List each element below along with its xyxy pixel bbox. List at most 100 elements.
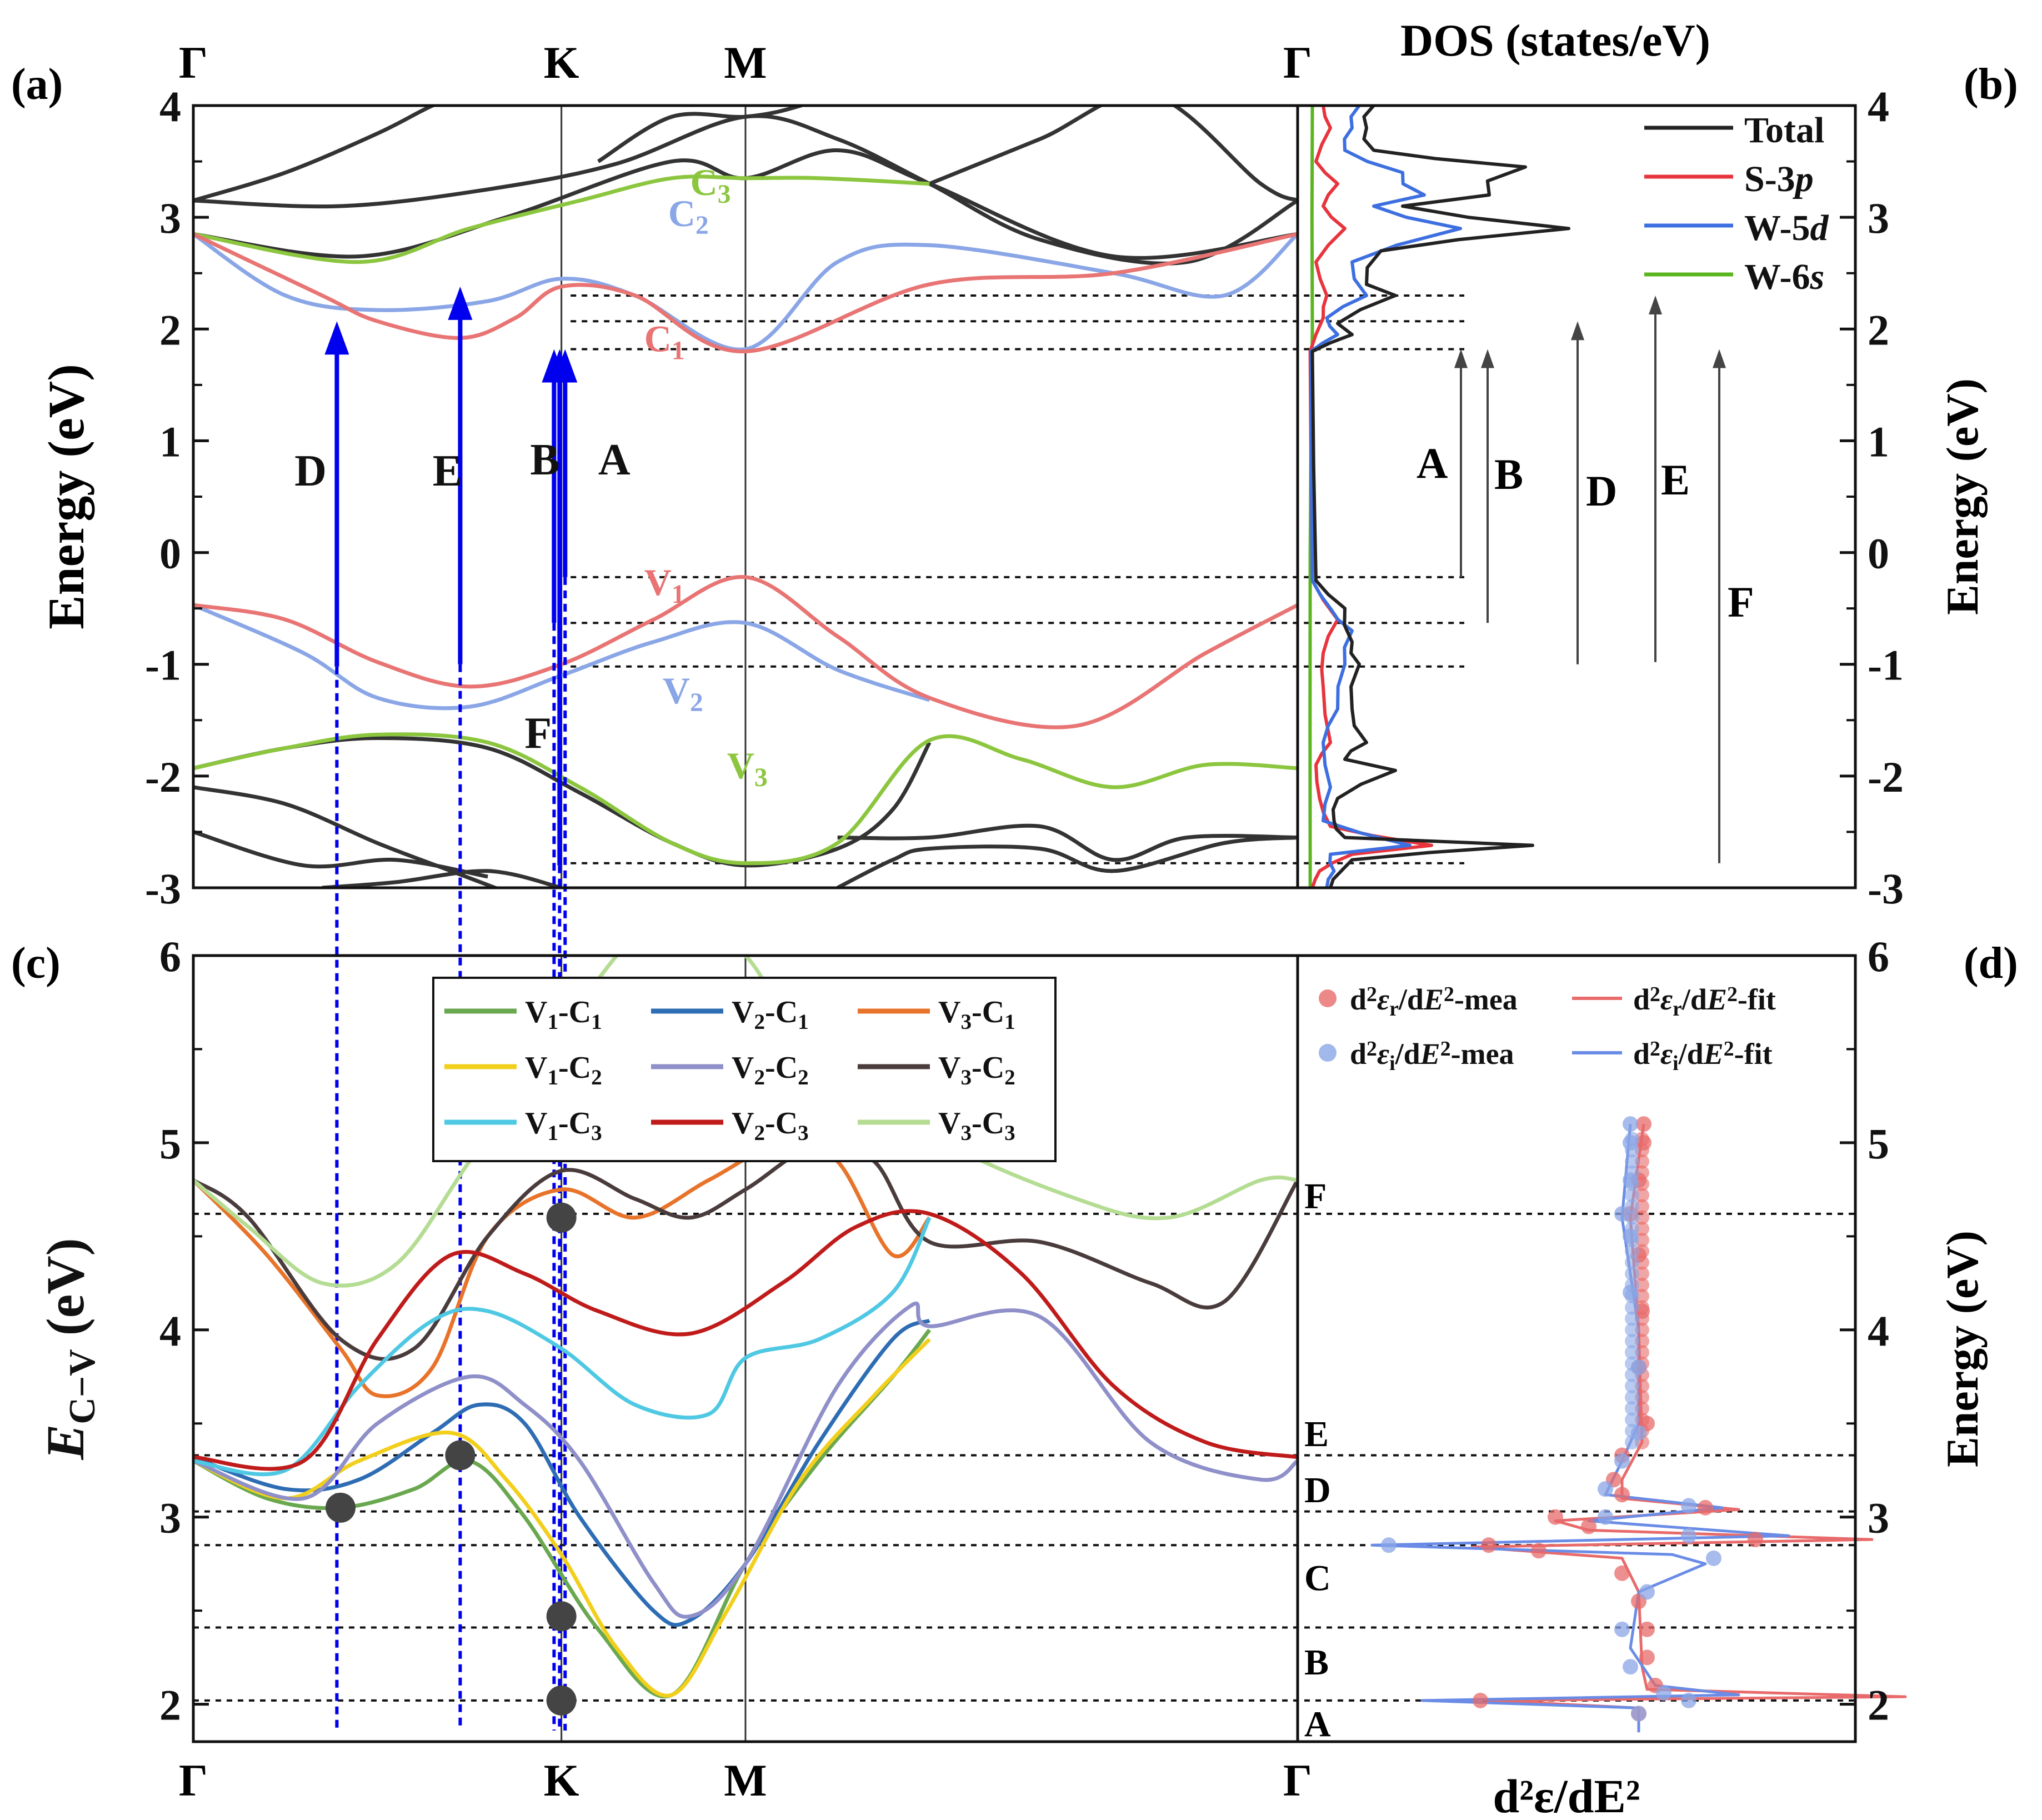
critical-point: [546, 1202, 577, 1233]
d-legend-label-part: d: [1633, 983, 1650, 1016]
data-point-d2ei-mea: [1625, 1390, 1639, 1405]
data-point-d2ei-mea: [1625, 1154, 1639, 1169]
kpath-top-gamma: Γ: [179, 37, 208, 88]
band-C3: [193, 174, 930, 264]
panel-d-ylabel: Energy (eV): [1937, 1231, 1988, 1467]
a-y-tick-label: 1: [159, 417, 181, 466]
data-point-d2er-mea: [1614, 1565, 1630, 1581]
kpath-bottom-gamma-end: Γ: [1283, 1755, 1312, 1806]
b-y-tick-label: 3: [1868, 194, 1889, 242]
data-point-d2er-mea: [1635, 1188, 1649, 1203]
data-point-d2er-mea: [1635, 1154, 1649, 1169]
c-y-tick-label: 2: [159, 1681, 181, 1729]
data-point-d2ei-mea: [1681, 1692, 1696, 1708]
critical-point: [546, 1685, 577, 1716]
transition-legend-label-part: -C: [558, 995, 591, 1029]
panel-a-ylabel: Energy (eV): [38, 364, 94, 629]
d-legend-label-part: 2: [1727, 983, 1738, 1006]
transition-legend-label-part: V: [938, 1106, 960, 1141]
dos-arrow-head-A: [1454, 349, 1468, 368]
band-label-V3-part: V: [727, 744, 754, 787]
a-y-tick-label: -3: [145, 864, 181, 913]
data-point-d2ei-mea: [1625, 1221, 1639, 1236]
data-point-d2ei-mea: [1625, 1165, 1639, 1180]
d-legend-label-part: i: [1389, 1052, 1395, 1075]
data-point-d2ei-mea: [1625, 1423, 1639, 1438]
band-label-V2: V2: [663, 669, 703, 717]
data-point-d2er-mea: [1635, 1322, 1649, 1337]
band-label-C1-part: 1: [672, 337, 685, 366]
c-y-tick-label: 3: [159, 1494, 181, 1542]
band-C2: [193, 232, 1298, 352]
dos-arrow-label-D: D: [1586, 467, 1617, 515]
data-point-d2er-mea: [1635, 1221, 1649, 1236]
d-legend-label-part: d: [1350, 983, 1367, 1016]
transition-letter-F: F: [1304, 1176, 1327, 1217]
dos-legend-label-S-3p: S-3p: [1744, 159, 1814, 199]
transition-V1-C2: [193, 1338, 931, 1698]
transition-legend-label-part: 2: [754, 1121, 765, 1145]
dos-title: DOS (states/eV): [1400, 15, 1710, 66]
data-point-d2ei-mea: [1625, 1255, 1639, 1270]
dos-legend-label-W-5d-part: d: [1810, 208, 1829, 248]
d-legend-label-part: -fit: [1738, 983, 1776, 1016]
transition-legend-label-part: -C: [558, 1051, 591, 1085]
data-point-d2ei-mea: [1681, 1528, 1696, 1544]
dos-arrow-label-F: F: [1728, 578, 1754, 626]
arrow-label-E: E: [433, 447, 462, 496]
transition-legend-label: V1-C1: [525, 995, 602, 1034]
d-legend-label-part: 2: [1367, 1037, 1377, 1061]
dos-arrow-label-E: E: [1661, 456, 1690, 504]
d-legend-label: d2εr/dE2-mea: [1350, 983, 1518, 1021]
arrow-label-B: B: [530, 436, 559, 484]
d-legend-label-part: ε: [1377, 1037, 1389, 1071]
data-point-d2ei-mea: [1631, 1706, 1646, 1722]
arrow-head-E: [448, 286, 473, 320]
dos-legend-label-W-6s-part: W-6: [1744, 257, 1810, 297]
d-legend-label-part: 2: [1650, 983, 1660, 1006]
transition-legend-label: V2-C3: [732, 1106, 809, 1145]
dos-S-3p: [1308, 105, 1433, 888]
data-point-d2er-mea: [1698, 1499, 1713, 1516]
data-point-d2er-mea: [1531, 1543, 1546, 1559]
d-legend-label-part: /d: [1395, 1037, 1420, 1071]
data-point-d2er-mea: [1614, 1487, 1630, 1503]
data-point-d2er-mea: [1748, 1532, 1763, 1548]
critical-point: [326, 1492, 356, 1523]
band-C1: [193, 232, 1298, 354]
data-point-d2er-mea: [1635, 1390, 1649, 1405]
data-point-d2ei-mea: [1625, 1233, 1639, 1248]
d-legend-label-part: 2: [1367, 983, 1377, 1006]
data-point-d2er-mea: [1635, 1177, 1649, 1192]
transition-V2-C2: [193, 1301, 1298, 1619]
data-point-d2er-mea: [1635, 1165, 1649, 1180]
dos-arrow-label-B: B: [1494, 450, 1523, 498]
panel-b-ylabel: Energy (eV): [1937, 378, 1988, 615]
d-y-tick-label: 3: [1868, 1494, 1889, 1542]
d-legend-label-part: E: [1706, 983, 1727, 1016]
data-point-d2ei-mea: [1625, 1132, 1639, 1147]
transition-letter-E: E: [1304, 1414, 1329, 1454]
data-point-d2er-mea: [1636, 1116, 1651, 1132]
data-point-d2ei-mea: [1625, 1434, 1639, 1449]
d-legend-label-part: d: [1350, 1037, 1367, 1071]
panel-c-ylabel: EC−V (eV): [36, 1238, 103, 1460]
dos-legend-label-W-6s-part: s: [1810, 257, 1825, 297]
transition-legend-label: V3-C1: [938, 995, 1015, 1034]
data-point-d2ei-mea: [1614, 1453, 1630, 1469]
transition-legend-label-part: -C: [765, 1106, 798, 1141]
transition-legend-label-part: 2: [754, 1066, 765, 1089]
band-label-C1: C1: [644, 318, 685, 366]
transition-legend-box: [432, 977, 1057, 1162]
data-point-d2ei-mea: [1625, 1300, 1639, 1315]
data-point-d2er-mea: [1635, 1266, 1649, 1281]
series-layer: [193, 104, 1907, 1733]
band-upper-2: [193, 106, 438, 203]
d-legend-label-part: -mea: [1454, 983, 1518, 1016]
data-point-d2er-mea: [1639, 1649, 1655, 1666]
critical-point: [546, 1601, 577, 1632]
d-legend-label-part: -fit: [1734, 1037, 1773, 1071]
d-y-tick-label: 5: [1868, 1119, 1889, 1168]
a-y-tick-label: 3: [159, 194, 181, 242]
